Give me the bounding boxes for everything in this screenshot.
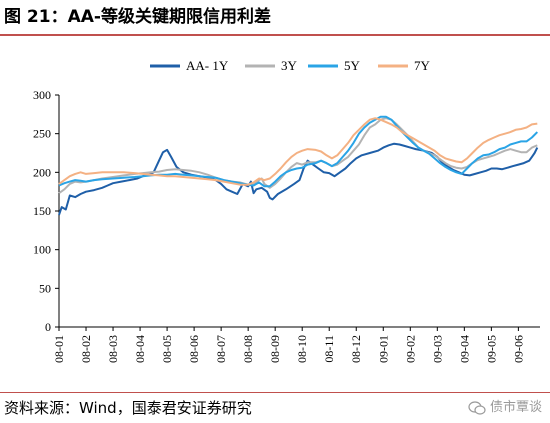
x-tick-label: 09-01 xyxy=(376,335,390,363)
x-tick-label: 08-02 xyxy=(79,335,93,363)
watermark-label: 债市覃谈 xyxy=(489,400,542,415)
x-tick-label: 09-06 xyxy=(511,335,525,363)
x-tick-label: 08-03 xyxy=(106,335,120,363)
x-tick-label: 08-04 xyxy=(133,335,147,363)
y-tick-label: 300 xyxy=(33,88,51,102)
watermark: 债市覃谈 xyxy=(468,396,542,420)
chart-axes: 0 50 100 150 200 250 300 08-01 08-02 08-03 08-04 08… xyxy=(33,88,540,363)
x-tick-label: 08-05 xyxy=(160,335,174,363)
x-tick-label: 09-03 xyxy=(430,335,444,363)
y-tick-label: 100 xyxy=(33,243,51,257)
wechat-logo-icon xyxy=(468,401,486,415)
legend-label-2: 5Y xyxy=(344,58,361,73)
footer-rule xyxy=(0,392,550,393)
chart-series xyxy=(58,115,539,216)
y-tick-label: 250 xyxy=(33,127,51,141)
x-tick-label: 09-02 xyxy=(403,335,417,363)
y-tick-label: 50 xyxy=(39,281,51,295)
series-line-0 xyxy=(58,142,539,216)
x-tick-label: 08-07 xyxy=(214,335,228,363)
x-tick-label: 09-04 xyxy=(457,335,471,363)
figure-title: 图 21：AA-等级关键期限信用利差 xyxy=(4,7,271,27)
legend-label-0: AA- 1Y xyxy=(186,58,229,73)
chart-legend: AA- 1Y 3Y 5Y 7Y xyxy=(150,58,431,73)
x-tick-label: 08-11 xyxy=(322,335,336,363)
y-tick-label: 200 xyxy=(33,165,51,179)
line-chart: AA- 1Y 3Y 5Y 7Y 0 50 100 150 200 250 300 08-01 08-0… xyxy=(33,58,540,363)
x-tick-label: 08-08 xyxy=(241,335,255,363)
x-tick-label: 08-01 xyxy=(52,335,66,363)
legend-label-1: 3Y xyxy=(281,58,298,73)
x-tick-label: 08-09 xyxy=(268,335,282,363)
y-tick-label: 0 xyxy=(45,320,51,334)
source-note: 资料来源：Wind，国泰君安证券研究 xyxy=(4,399,252,417)
series-line-3 xyxy=(58,117,538,186)
y-tick-label: 150 xyxy=(33,204,51,218)
x-tick-label: 09-05 xyxy=(484,335,498,363)
legend-label-3: 7Y xyxy=(414,58,431,73)
x-tick-label: 08-06 xyxy=(187,335,201,363)
x-tick-label: 08-12 xyxy=(349,335,363,363)
title-rule xyxy=(0,34,550,36)
x-tick-label: 08-10 xyxy=(295,335,309,363)
